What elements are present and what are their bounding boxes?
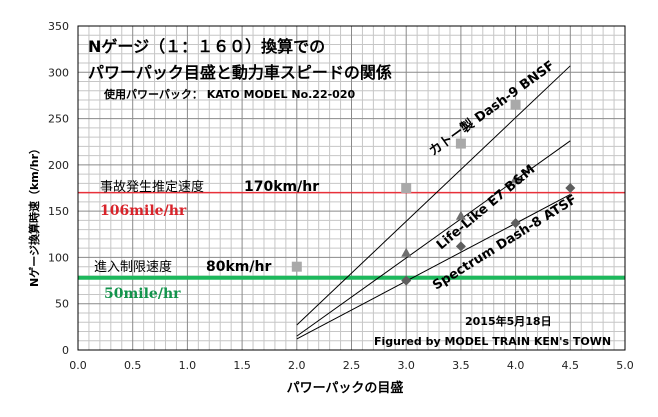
x-tick-label: 1.0 <box>179 359 197 372</box>
reference-lines <box>78 191 625 280</box>
y-tick-label: 50 <box>55 298 69 311</box>
ref-label-limit: 進入制限速度 <box>94 259 172 275</box>
data-point-diamond <box>401 275 412 286</box>
data-point-diamond <box>510 218 521 229</box>
trendlines <box>296 65 571 340</box>
data-points <box>291 99 576 286</box>
ref-mile-limit: 50mile/hr <box>104 286 181 302</box>
x-tick-label: 3.0 <box>397 359 415 372</box>
ref-mile-accident: 106mile/hr <box>100 203 187 219</box>
ref-value-accident: 170km/hr <box>244 179 319 195</box>
chart-title-line2: パワーパック目盛と動力車スピードの関係 <box>88 63 392 82</box>
chart-subtitle: 使用パワーパック： KATO MODEL No.22-020 <box>103 87 355 101</box>
data-point-diamond <box>565 183 576 193</box>
data-point-triangle <box>455 210 466 220</box>
y-tick-label: 150 <box>48 205 69 218</box>
data-point-triangle <box>401 247 412 257</box>
x-tick-label: 1.5 <box>233 359 251 372</box>
x-tick-label: 4.0 <box>507 359 525 372</box>
data-point-square <box>401 183 412 193</box>
x-tick-label: 2.5 <box>343 359 361 372</box>
trendline <box>296 194 571 340</box>
plot-border <box>77 25 626 351</box>
ref-value-limit: 80km/hr <box>206 259 271 275</box>
trendline <box>296 140 571 337</box>
x-tick-label: 4.5 <box>562 359 580 372</box>
y-tick-label: 200 <box>48 159 69 172</box>
chart-title-line1: Nゲージ（１：１６０）換算での <box>88 37 325 56</box>
data-point-square <box>291 261 302 272</box>
y-tick-label: 100 <box>48 251 69 264</box>
major-grid <box>77 25 626 351</box>
data-point-square <box>510 99 521 110</box>
chart-date: 2015年5月18日 <box>465 314 552 328</box>
y-tick-label: 350 <box>48 20 69 33</box>
x-tick-label: 5.0 <box>616 359 634 372</box>
x-tick-label: 0.5 <box>124 359 142 372</box>
x-axis-title: パワーパックの目盛 <box>287 380 404 396</box>
y-axis-title: Nゲージ換算時速（km/hr） <box>27 143 41 287</box>
tick-labels: 0.0 0.5 1.0 1.5 2.0 2.5 3.0 3.5 4.0 4.5 5.0 0 50 100 1… <box>48 20 634 372</box>
x-tick-label: 0.0 <box>69 359 87 372</box>
data-point-square <box>455 138 466 149</box>
x-tick-label: 2.0 <box>288 359 306 372</box>
y-tick-label: 250 <box>48 113 69 126</box>
ref-label-accident: 事故発生推定速度 <box>100 179 204 195</box>
y-tick-label: 0 <box>62 344 69 357</box>
data-point-diamond <box>455 241 466 252</box>
y-tick-label: 300 <box>48 66 69 79</box>
trendline <box>296 65 571 326</box>
x-tick-label: 3.5 <box>452 359 470 372</box>
data-point-triangle <box>510 173 521 183</box>
chart-credit: Figured by MODEL TRAIN KEN's TOWN <box>374 335 611 348</box>
